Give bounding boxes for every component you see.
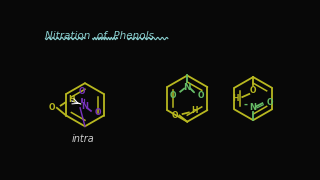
Text: O: O [95,108,101,117]
Text: H: H [68,95,75,104]
Text: O: O [78,87,85,96]
Text: H: H [233,94,239,103]
Text: intra: intra [71,134,94,144]
Text: Nitration  of  Phenols: Nitration of Phenols [45,31,154,41]
Text: N: N [183,83,191,92]
Text: N: N [250,103,257,112]
Text: N: N [81,102,88,111]
Text: O: O [172,111,178,120]
Text: O: O [266,98,273,107]
Text: O: O [170,91,176,100]
Text: O: O [49,103,55,112]
Text: O: O [197,91,204,100]
Text: O: O [250,86,256,95]
Text: -: - [244,100,247,110]
Text: H: H [191,106,198,115]
